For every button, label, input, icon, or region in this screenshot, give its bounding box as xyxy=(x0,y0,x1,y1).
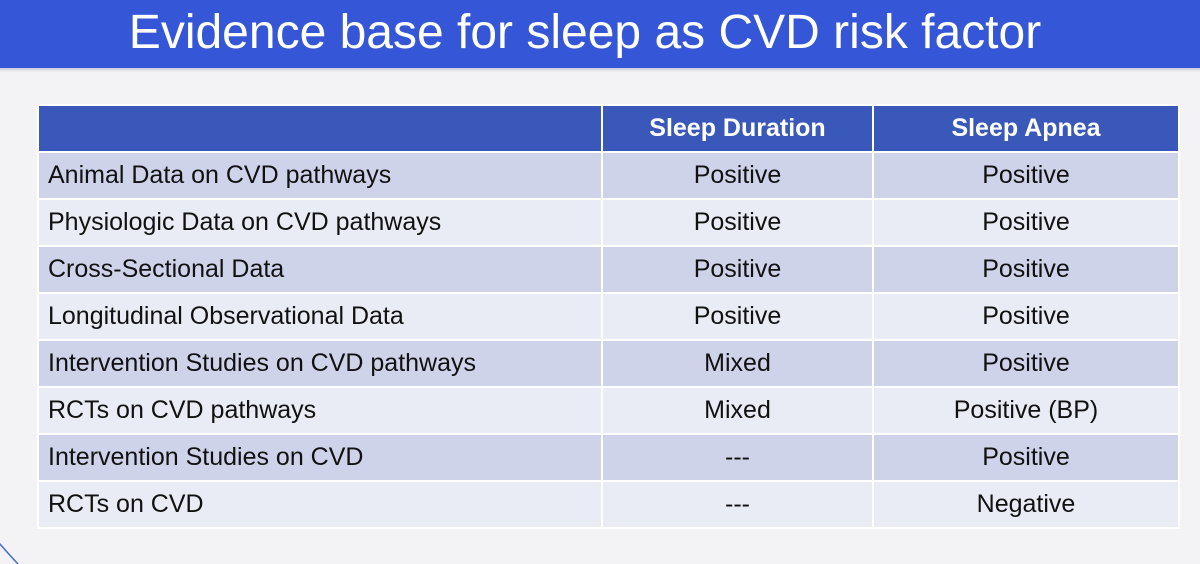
row-label: Physiologic Data on CVD pathways xyxy=(37,198,603,247)
evidence-cell: Positive xyxy=(872,245,1180,294)
evidence-cell: Positive xyxy=(872,433,1180,482)
evidence-cell: Positive xyxy=(872,292,1180,341)
table-row: RCTs on CVD pathways Mixed Positive (BP) xyxy=(37,386,1180,435)
evidence-cell: Positive xyxy=(601,245,874,294)
row-label: Animal Data on CVD pathways xyxy=(37,151,603,200)
row-label: Intervention Studies on CVD xyxy=(37,433,603,482)
table-row: Physiologic Data on CVD pathways Positive… xyxy=(37,198,1180,247)
row-label: Longitudinal Observational Data xyxy=(37,292,603,341)
table-row: Intervention Studies on CVD pathways Mixe… xyxy=(37,339,1180,388)
evidence-cell: Mixed xyxy=(601,339,874,388)
evidence-cell: --- xyxy=(601,480,874,529)
title-shadow xyxy=(0,68,1200,72)
column-header: Sleep Duration xyxy=(601,104,874,153)
evidence-table: Sleep Duration Sleep Apnea Animal Data on… xyxy=(37,104,1180,529)
table-row: Animal Data on CVD pathways Positive Posit… xyxy=(37,151,1180,200)
table-row: Cross-Sectional Data Positive Positive xyxy=(37,245,1180,294)
evidence-cell: Positive xyxy=(872,198,1180,247)
decor-arc xyxy=(0,542,19,564)
evidence-cell: Positive (BP) xyxy=(872,386,1180,435)
title-bar xyxy=(0,0,1200,68)
evidence-cell: Positive xyxy=(601,198,874,247)
slide-title: Evidence base for sleep as CVD risk fact… xyxy=(128,6,1042,59)
table-row: Longitudinal Observational Data Positive P… xyxy=(37,292,1180,341)
table-row: RCTs on CVD --- Negative xyxy=(37,480,1180,529)
evidence-cell: Positive xyxy=(601,151,874,200)
header-cell xyxy=(37,104,603,153)
evidence-cell: Mixed xyxy=(601,386,874,435)
column-header: Sleep Apnea xyxy=(872,104,1180,153)
evidence-cell: --- xyxy=(601,433,874,482)
row-label: Intervention Studies on CVD pathways xyxy=(37,339,603,388)
row-label: Cross-Sectional Data xyxy=(37,245,603,294)
row-label: RCTs on CVD pathways xyxy=(37,386,603,435)
header-row: Sleep Duration Sleep Apnea xyxy=(37,104,1180,153)
evidence-cell: Positive xyxy=(872,339,1180,388)
evidence-cell: Positive xyxy=(872,151,1180,200)
table-row: Intervention Studies on CVD --- Positive xyxy=(37,433,1180,482)
evidence-cell: Positive xyxy=(601,292,874,341)
evidence-cell: Negative xyxy=(872,480,1180,529)
row-label: RCTs on CVD xyxy=(37,480,603,529)
